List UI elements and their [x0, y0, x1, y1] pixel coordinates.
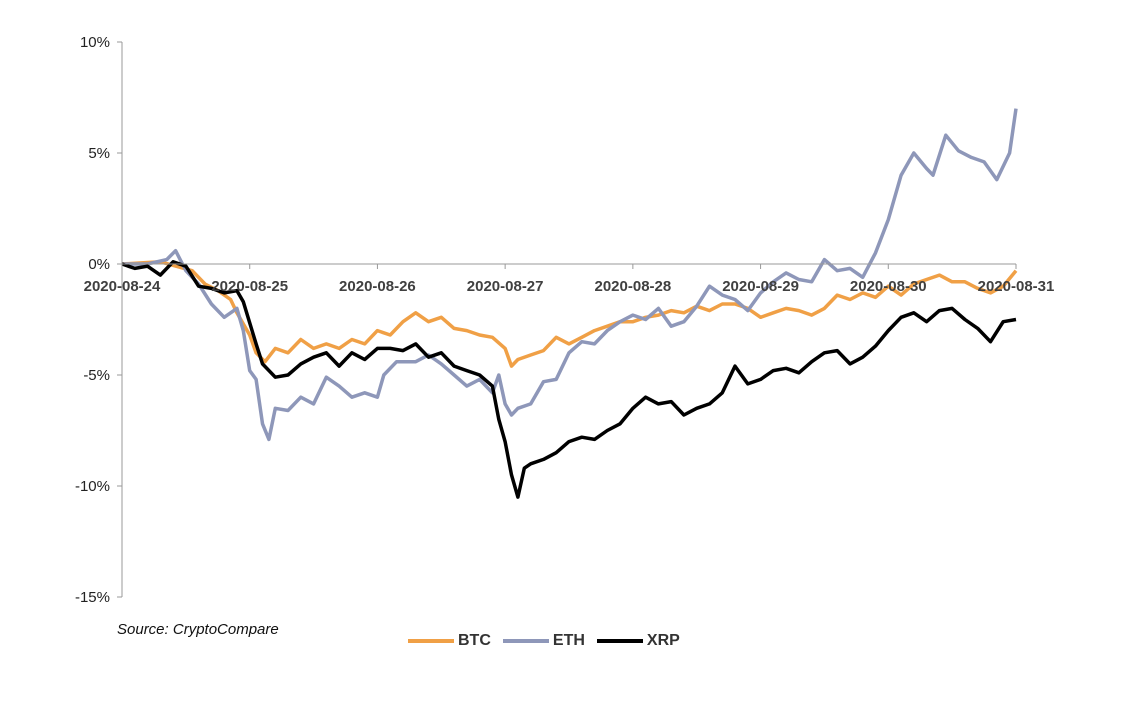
- x-axis-ticks: 2020-08-24 2020-08-25 2020-08-26 2020-08-27…: [84, 264, 1055, 295]
- y-tick-label: -10%: [75, 478, 110, 495]
- y-axis-ticks: 10% 5% 0% -5% -10% -15%: [75, 34, 122, 606]
- x-tick-label: 2020-08-28: [594, 278, 671, 295]
- legend-swatch-xrp: [596, 639, 643, 643]
- legend-label-xrp: XRP: [646, 632, 680, 649]
- x-tick-label: 2020-08-25: [211, 278, 288, 295]
- series-line-eth: [122, 108, 1018, 442]
- x-tick-label: 2020-08-26: [339, 278, 416, 295]
- legend-label-btc: BTC: [458, 632, 491, 649]
- legend-swatch-eth: [502, 639, 549, 643]
- series-line-btc: [121, 260, 1018, 368]
- x-tick-label: 2020-08-27: [467, 278, 544, 295]
- series-line-xrp: [121, 260, 1017, 499]
- source-note: Source: CryptoCompare: [117, 621, 279, 638]
- x-tick-label: 2020-08-30: [850, 278, 927, 295]
- legend-label-eth: ETH: [552, 632, 585, 649]
- y-tick-label: -5%: [83, 367, 110, 384]
- y-tick-label: 5%: [88, 145, 110, 162]
- legend-item-btc: BTC: [408, 632, 491, 650]
- legend-item-xrp: XRP: [596, 632, 680, 650]
- x-tick-label: 2020-08-24: [84, 278, 161, 295]
- legend-swatch-btc: [408, 639, 454, 643]
- y-tick-label: 0%: [88, 256, 110, 273]
- legend: BTC ETH XRP: [408, 632, 680, 650]
- legend-item-eth: ETH: [502, 632, 585, 650]
- y-tick-label: 10%: [80, 34, 110, 51]
- series-layer: [121, 108, 1018, 499]
- x-tick-label: 2020-08-29: [722, 278, 799, 295]
- y-tick-label: -15%: [75, 589, 110, 606]
- x-tick-label: 2020-08-31: [978, 278, 1055, 295]
